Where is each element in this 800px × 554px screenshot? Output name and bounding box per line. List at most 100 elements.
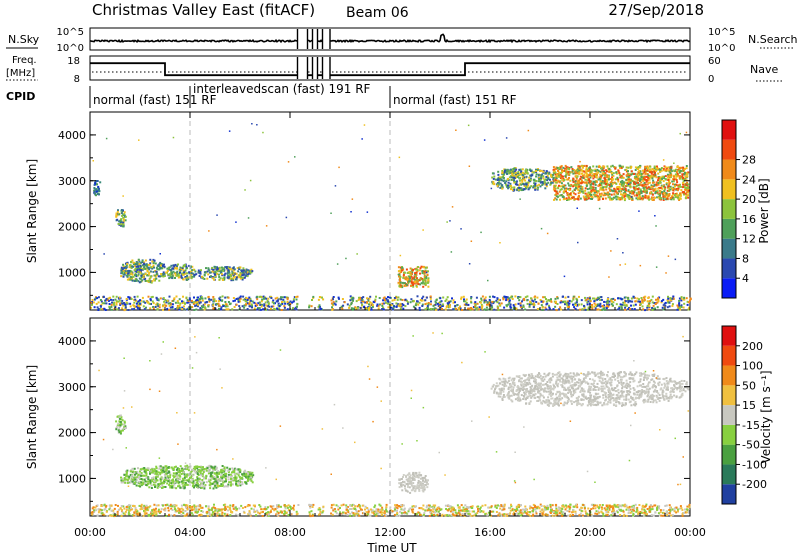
scatter-cell <box>128 296 131 299</box>
scatter-cell <box>166 267 169 270</box>
scatter-cell <box>646 306 649 309</box>
scatter-cell <box>137 303 140 306</box>
scatter-cell <box>129 264 132 267</box>
scatter-cell <box>623 304 626 307</box>
scatter-cell <box>220 474 223 477</box>
scatter-cell <box>369 295 372 298</box>
scatter-cell <box>637 174 640 177</box>
noise-cell <box>622 252 624 254</box>
scatter-cell <box>652 198 655 201</box>
scatter-cell <box>149 479 152 482</box>
noise-cell <box>294 156 296 158</box>
scatter-cell <box>287 301 290 304</box>
scatter-cell <box>239 273 242 276</box>
scatter-cell <box>125 426 127 429</box>
scatter-cell <box>381 302 384 305</box>
scatter-cell <box>662 304 665 307</box>
scatter-cell <box>220 471 223 474</box>
scatter-cell <box>181 302 184 304</box>
scatter-cell <box>242 276 244 279</box>
scatter-cell <box>657 196 660 199</box>
scatter-cell <box>507 181 510 184</box>
noise-cell <box>674 258 677 261</box>
scatter-cell <box>147 476 150 479</box>
scatter-cell <box>213 273 216 276</box>
beam-label: Beam 06 <box>346 5 409 21</box>
scatter-cell <box>276 296 279 299</box>
scatter-cell <box>680 189 683 192</box>
scatter-cell <box>231 474 234 477</box>
scatter-cell <box>216 479 219 482</box>
scatter-cell <box>408 280 411 283</box>
scatter-cell <box>154 485 157 488</box>
scatter-cell <box>213 466 216 469</box>
scatter-cell <box>387 306 390 309</box>
scatter-cell <box>593 302 596 305</box>
scatter-cell <box>674 177 677 180</box>
scatter-cell <box>552 173 555 176</box>
scatter-cell <box>624 300 627 303</box>
scatter-cell <box>139 262 142 265</box>
scatter-cell <box>161 477 164 480</box>
scatter-cell <box>220 308 223 311</box>
scatter-cell <box>92 301 95 304</box>
scatter-cell <box>543 181 546 183</box>
scatter-cell <box>97 185 100 188</box>
scatter-cell <box>169 302 172 305</box>
scatter-cell <box>110 305 113 308</box>
scatter-cell <box>671 304 674 307</box>
scatter-cell <box>550 175 553 178</box>
scatter-cell <box>542 296 545 299</box>
scatter-cell <box>641 184 644 187</box>
scatter-cell <box>227 475 230 478</box>
scatter-cell <box>239 477 242 480</box>
scatter-cell <box>669 173 672 176</box>
scatter-cell <box>223 475 226 478</box>
scatter-cell <box>667 301 670 304</box>
scatter-cell <box>550 300 553 303</box>
scatter-cell <box>483 298 486 301</box>
scatter-cell <box>221 465 224 467</box>
scatter-cell <box>424 308 427 311</box>
scatter-cell <box>145 484 148 486</box>
scatter-cell <box>120 268 123 271</box>
scatter-cell <box>397 296 400 299</box>
scatter-cell <box>470 301 473 304</box>
scatter-cell <box>665 178 668 181</box>
scatter-cell <box>243 276 246 279</box>
scatter-cell <box>575 177 578 180</box>
scatter-cell <box>136 306 139 309</box>
scatter-cell <box>188 298 191 301</box>
scatter-cell <box>128 477 131 480</box>
scatter-cell <box>681 186 684 189</box>
scatter-cell <box>578 173 581 176</box>
scatter-cell <box>138 480 141 483</box>
scatter-cell <box>337 296 340 299</box>
scatter-cell <box>507 184 509 187</box>
scatter-cell <box>122 275 125 278</box>
scatter-cell <box>259 304 262 306</box>
scatter-cell <box>115 215 118 218</box>
scatter-cell <box>121 214 124 217</box>
scatter-cell <box>486 303 488 306</box>
scatter-cell <box>99 181 102 184</box>
scatter-cell <box>250 472 253 475</box>
scatter-cell <box>171 272 173 275</box>
scatter-cell <box>634 188 637 191</box>
scatter-cell <box>90 301 93 304</box>
scatter-cell <box>633 191 636 194</box>
scatter-cell <box>666 193 669 196</box>
scatter-cell <box>647 181 650 184</box>
scatter-cell <box>150 470 153 473</box>
scatter-cell <box>265 304 268 307</box>
scatter-cell <box>227 266 230 269</box>
scatter-cell <box>603 304 606 307</box>
scatter-cell <box>481 295 484 298</box>
scatter-cell <box>227 296 230 299</box>
scatter-cell <box>654 187 657 190</box>
scatter-cell <box>250 303 253 306</box>
scatter-cell <box>474 306 477 309</box>
scatter-cell <box>631 179 634 182</box>
scatter-cell <box>175 478 178 481</box>
scatter-cell <box>147 295 150 298</box>
